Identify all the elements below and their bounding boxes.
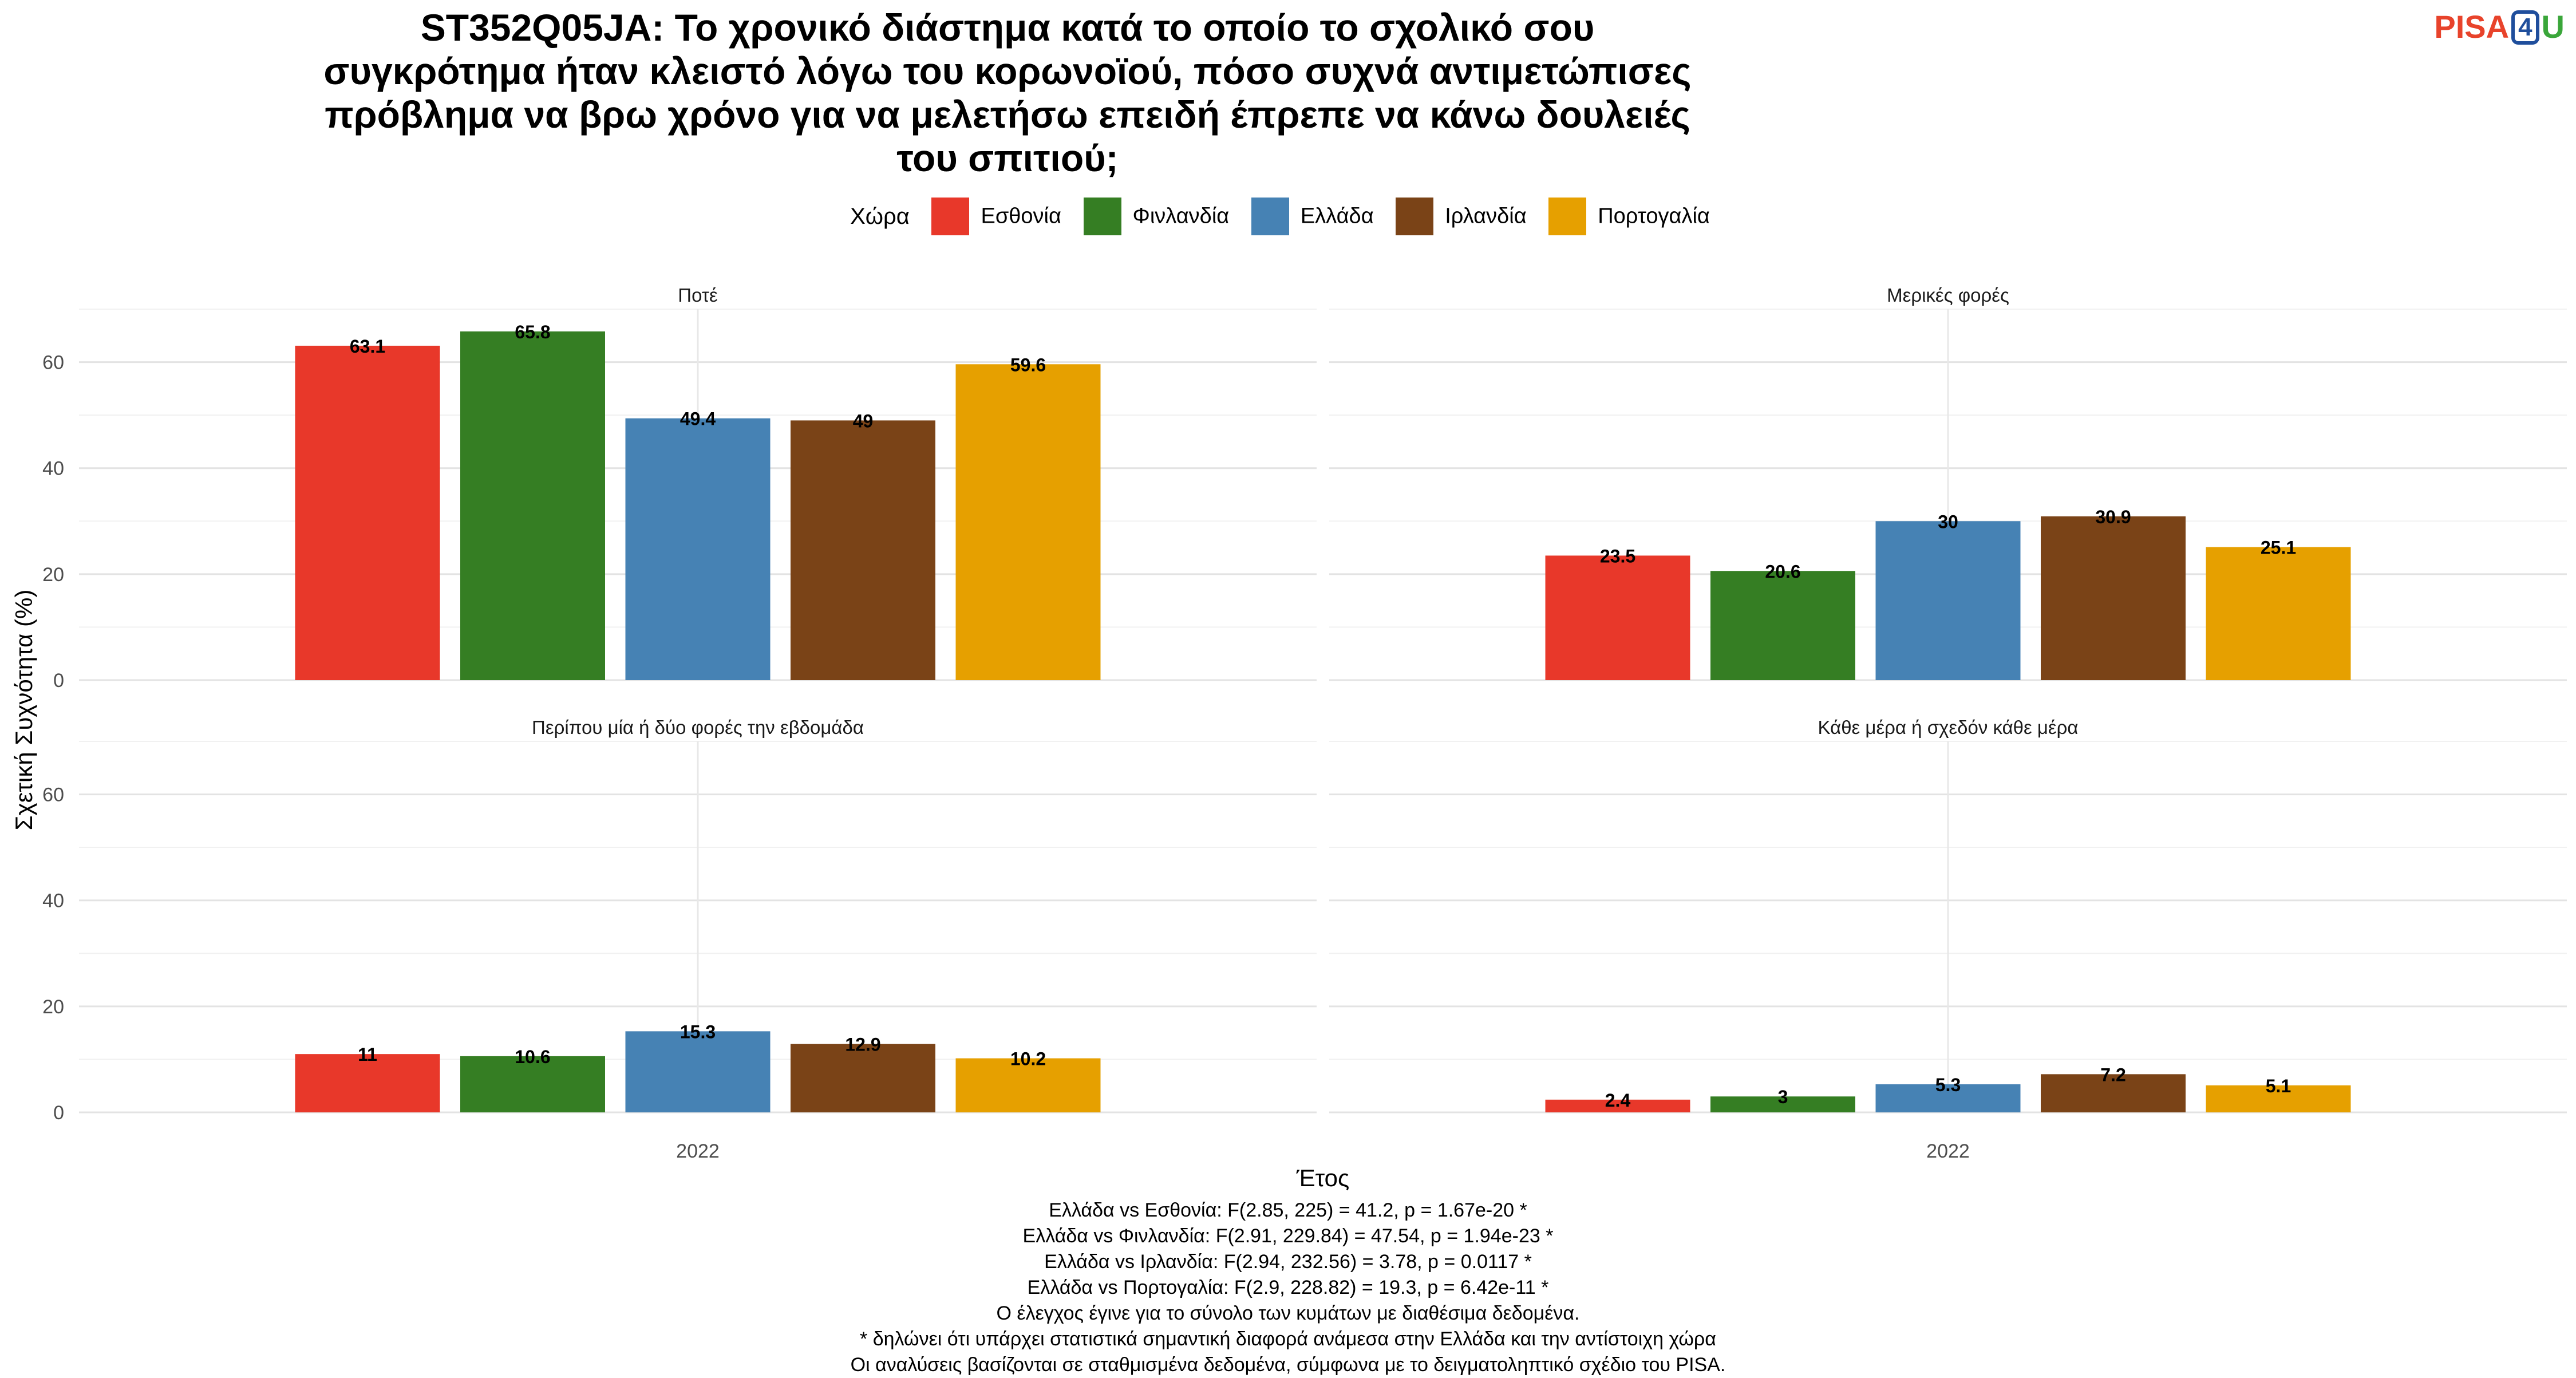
- bar: [2206, 547, 2351, 680]
- pisa4u-logo: PISA 4 U: [2434, 8, 2565, 45]
- legend-swatch: [1083, 198, 1121, 235]
- footnote-line: Ελλάδα vs Εσθονία: F(2.85, 225) = 41.2, …: [1049, 1199, 1527, 1221]
- logo-part: PISA: [2434, 9, 2510, 45]
- facet-label: Περίπου μία ή δύο φορές την εβδομάδα: [532, 717, 864, 738]
- data-label: 20.6: [1765, 561, 1800, 582]
- facet-label: Κάθε μέρα ή σχεδόν κάθε μέρα: [1818, 717, 2079, 738]
- y-tick-label: 20: [42, 564, 64, 586]
- y-tick-label: 20: [42, 996, 64, 1018]
- y-tick-label: 40: [42, 890, 64, 912]
- legend-swatch: [1396, 198, 1434, 235]
- legend: Χώρα Εσθονία Φινλανδία Ελλάδα Ιρλανδία Π…: [0, 198, 2576, 235]
- legend-label: Ελλάδα: [1300, 204, 1374, 228]
- legend-title: Χώρα: [850, 203, 910, 229]
- facet-label: Μερικές φορές: [1887, 285, 2009, 306]
- footnote-line: Ο έλεγχος έγινε για το σύνολο των κυμάτω…: [996, 1302, 1580, 1324]
- legend-swatch: [1251, 198, 1289, 235]
- logo-part: 4: [2511, 10, 2539, 45]
- data-label: 11: [358, 1044, 377, 1065]
- title-line: του σπιτιού;: [896, 137, 1119, 179]
- legend-label: Πορτογαλία: [1598, 204, 1710, 228]
- title-line: πρόβλημα να βρω χρόνο για να μελετήσω επ…: [325, 93, 1690, 136]
- data-label: 5.1: [2266, 1076, 2291, 1096]
- data-label: 23.5: [1600, 546, 1635, 566]
- bar: [2041, 1074, 2186, 1112]
- y-tick-label: 60: [42, 784, 64, 806]
- data-label: 5.3: [1935, 1075, 1961, 1095]
- legend-label: Εσθονία: [981, 204, 1061, 228]
- x-axis-title: Έτος: [1296, 1164, 1350, 1191]
- bar: [1545, 555, 1690, 680]
- footnote-line: * δηλώνει ότι υπάρχει στατιστικά σημαντι…: [860, 1328, 1716, 1350]
- bar: [1710, 1096, 1855, 1112]
- bar: [460, 331, 605, 680]
- legend-swatch: [1548, 198, 1587, 235]
- data-label: 30: [1938, 511, 1958, 532]
- data-label: 7.2: [2100, 1064, 2125, 1085]
- legend-swatch: [931, 198, 970, 235]
- chart-title: ST352Q05JA: Το χρονικό διάστημα κατά το …: [0, 6, 2015, 180]
- footnotes: Ελλάδα vs Εσθονία: F(2.85, 225) = 41.2, …: [0, 1198, 2576, 1378]
- footnote-line: Ελλάδα vs Ιρλανδία: F(2.94, 232.56) = 3.…: [1044, 1251, 1532, 1273]
- data-label: 59.6: [1010, 354, 1046, 375]
- x-tick-label: 2022: [676, 1140, 720, 1162]
- facet-label: Ποτέ: [678, 285, 718, 306]
- data-label: 65.8: [515, 322, 550, 342]
- bar: [625, 1031, 771, 1112]
- bar: [460, 1056, 605, 1112]
- legend-item: Φινλανδία: [1083, 198, 1230, 235]
- footnote-line: Οι αναλύσεις βασίζονται σε σταθμισμένα δ…: [850, 1354, 1726, 1376]
- bar: [955, 364, 1101, 680]
- logo-part: U: [2541, 9, 2565, 45]
- data-label: 30.9: [2095, 507, 2131, 527]
- bar: [2041, 516, 2186, 680]
- y-axis-title: Σχετική Συχνότητα (%): [10, 590, 37, 831]
- footnote-line: Ελλάδα vs Φινλανδία: F(2.91, 229.84) = 4…: [1022, 1225, 1554, 1247]
- legend-item: Πορτογαλία: [1548, 198, 1710, 235]
- bar: [625, 418, 771, 680]
- bar: [955, 1058, 1101, 1112]
- bar: [791, 1044, 935, 1112]
- data-label: 49: [853, 410, 874, 431]
- legend-label: Φινλανδία: [1132, 204, 1230, 228]
- data-label: 10.6: [515, 1047, 550, 1067]
- y-tick-label: 0: [53, 1102, 64, 1124]
- y-tick-label: 40: [42, 458, 64, 480]
- legend-item: Εσθονία: [931, 198, 1061, 235]
- data-label: 63.1: [350, 336, 385, 357]
- y-tick-label: 60: [42, 352, 64, 374]
- legend-label: Ιρλανδία: [1445, 204, 1527, 228]
- title-line: ST352Q05JA: Το χρονικό διάστημα κατά το …: [420, 6, 1595, 49]
- legend-item: Ελλάδα: [1251, 198, 1374, 235]
- bar: [791, 420, 935, 680]
- footnote-line: Ελλάδα vs Πορτογαλία: F(2.9, 228.82) = 1…: [1027, 1277, 1549, 1298]
- bar: [295, 1054, 440, 1112]
- bar: [295, 345, 440, 680]
- y-tick-label: 0: [53, 670, 64, 692]
- data-label: 25.1: [2261, 538, 2296, 558]
- data-label: 10.2: [1010, 1049, 1046, 1069]
- data-label: 15.3: [680, 1021, 716, 1042]
- bar: [2206, 1085, 2351, 1112]
- bar: [1875, 521, 2021, 680]
- data-label: 2.4: [1605, 1090, 1631, 1111]
- data-label: 12.9: [845, 1035, 880, 1055]
- data-label: 49.4: [680, 409, 716, 429]
- title-line: συγκρότημα ήταν κλειστό λόγω του κορωνοϊ…: [323, 50, 1692, 92]
- x-tick-label: 2022: [1926, 1140, 1970, 1162]
- data-label: 3: [1778, 1087, 1788, 1107]
- bar: [1710, 571, 1855, 680]
- bar: [1545, 1099, 1690, 1112]
- bar: [1875, 1084, 2021, 1112]
- legend-item: Ιρλανδία: [1396, 198, 1527, 235]
